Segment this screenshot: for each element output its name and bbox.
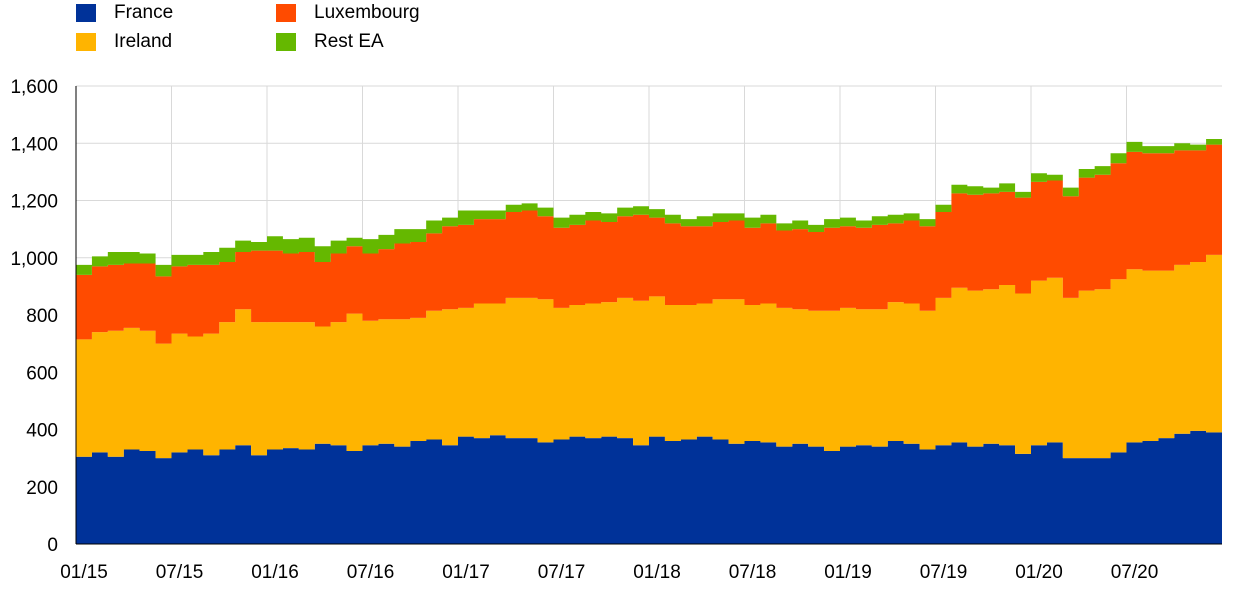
- y-tick-label: 400: [26, 421, 58, 442]
- area-series-luxembourg: [76, 144, 1222, 344]
- legend-item-luxembourg: Luxembourg: [276, 0, 420, 26]
- y-tick-label: 800: [26, 306, 58, 327]
- legend-swatch-ireland: [76, 33, 96, 51]
- legend-item-france: France: [76, 0, 173, 26]
- x-tick-label: 01/17: [442, 562, 490, 583]
- legend-swatch-luxembourg: [276, 4, 296, 22]
- legend-label-france: France: [114, 2, 174, 23]
- y-tick-label: 1,200: [10, 192, 58, 213]
- area-series-france: [76, 430, 1222, 544]
- x-tick-label: 07/18: [729, 562, 777, 583]
- chart-legend: France Ireland Luxembourg Rest EA: [0, 0, 600, 60]
- x-tick-label: 07/20: [1111, 562, 1159, 583]
- legend-swatch-france: [76, 4, 96, 22]
- x-tick-label: 01/19: [824, 562, 872, 583]
- area-series-rest-ea: [76, 138, 1222, 277]
- y-tick-label: 600: [26, 363, 58, 384]
- legend-label-rest-ea: Rest EA: [314, 31, 384, 52]
- x-tick-label: 07/16: [347, 562, 395, 583]
- x-tick-label: 07/19: [920, 562, 968, 583]
- legend-swatch-rest-ea: [276, 33, 296, 51]
- y-tick-label: 0: [47, 535, 58, 556]
- legend-label-luxembourg: Luxembourg: [314, 2, 420, 23]
- y-tick-label: 1,000: [10, 249, 58, 270]
- y-tick-label: 1,400: [10, 134, 58, 155]
- x-tick-label: 07/17: [538, 562, 586, 583]
- y-tick-label: 200: [26, 478, 58, 499]
- x-tick-label: 01/20: [1015, 562, 1063, 583]
- legend-item-rest-ea: Rest EA: [276, 29, 384, 55]
- legend-item-ireland: Ireland: [76, 29, 172, 55]
- legend-label-ireland: Ireland: [114, 31, 173, 52]
- x-tick-label: 01/15: [60, 562, 108, 583]
- y-tick-label: 1,600: [10, 77, 58, 98]
- x-tick-label: 01/18: [633, 562, 681, 583]
- x-tick-label: 07/15: [156, 562, 204, 583]
- x-tick-label: 01/16: [251, 562, 299, 583]
